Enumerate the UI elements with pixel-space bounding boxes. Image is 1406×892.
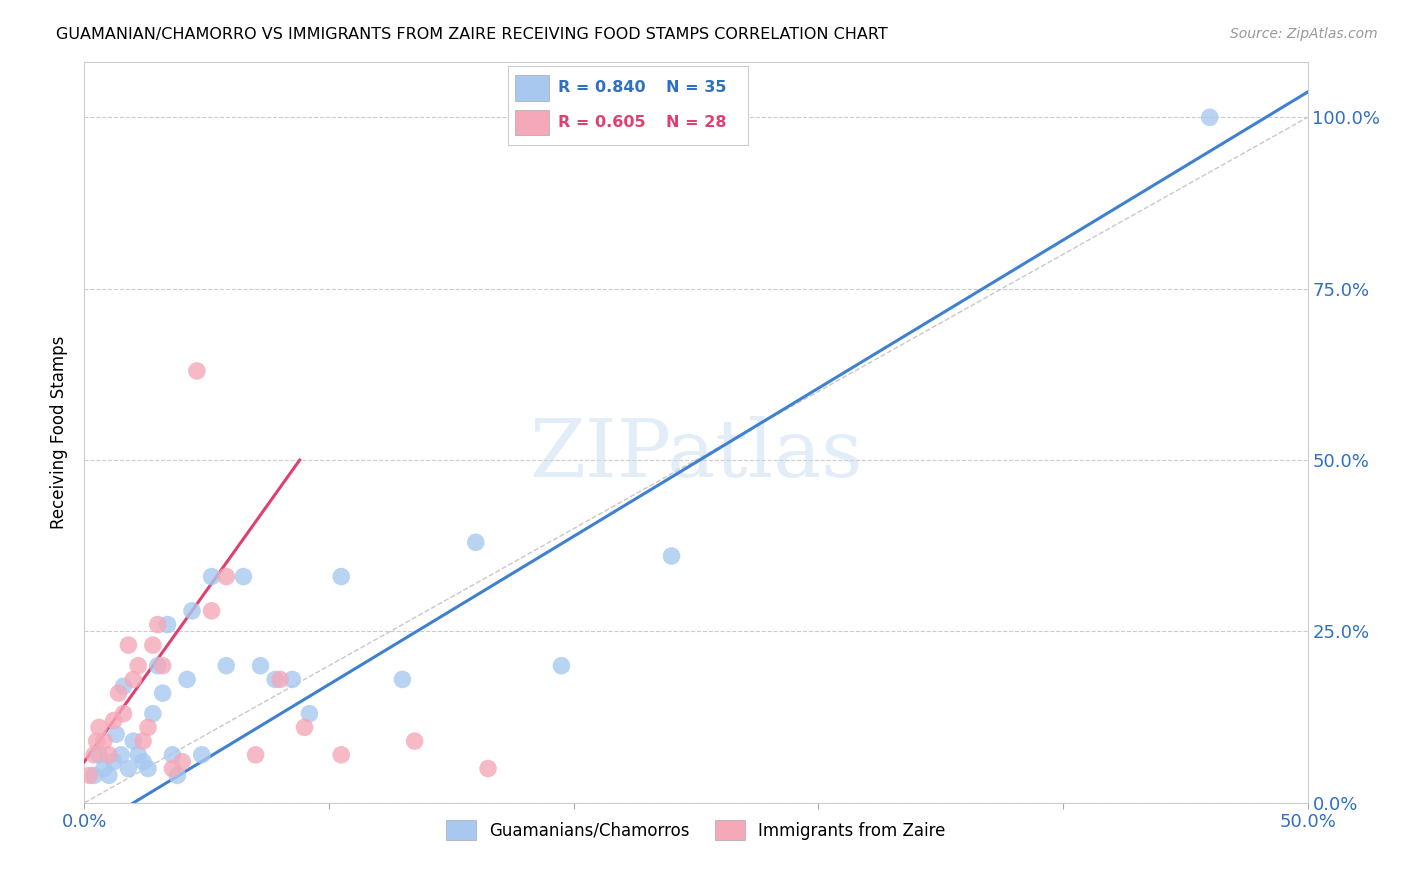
Point: [127, 747, 149, 762]
Point: [146, 658, 169, 673]
Point: [103, 755, 125, 769]
Point: [136, 720, 159, 734]
Point: [117, 762, 139, 776]
Legend: Guamanians/Chamorros, Immigrants from Zaire: Guamanians/Chamorros, Immigrants from Za…: [440, 814, 952, 847]
Point: [330, 747, 353, 762]
Point: [281, 673, 304, 687]
Point: [186, 364, 208, 378]
Point: [550, 658, 572, 673]
Point: [77, 768, 100, 782]
Text: N = 35: N = 35: [666, 80, 727, 95]
Point: [112, 679, 135, 693]
Point: [97, 768, 120, 782]
Point: [122, 673, 145, 687]
Point: [146, 617, 169, 632]
Text: Source: ZipAtlas.com: Source: ZipAtlas.com: [1230, 27, 1378, 41]
Point: [110, 747, 132, 762]
Point: [200, 604, 222, 618]
Point: [122, 734, 145, 748]
Text: R = 0.605: R = 0.605: [558, 115, 647, 130]
Point: [152, 658, 174, 673]
Point: [162, 747, 184, 762]
Point: [127, 658, 149, 673]
Point: [404, 734, 426, 748]
Text: N = 28: N = 28: [666, 115, 727, 130]
Point: [105, 727, 128, 741]
Point: [1198, 110, 1220, 124]
Point: [166, 768, 188, 782]
Text: GUAMANIAN/CHAMORRO VS IMMIGRANTS FROM ZAIRE RECEIVING FOOD STAMPS CORRELATION CH: GUAMANIAN/CHAMORRO VS IMMIGRANTS FROM ZA…: [56, 27, 889, 42]
Text: R = 0.840: R = 0.840: [558, 80, 647, 95]
Point: [156, 617, 179, 632]
Point: [86, 734, 108, 748]
Point: [464, 535, 486, 549]
Point: [97, 747, 120, 762]
Point: [298, 706, 321, 721]
Point: [152, 686, 174, 700]
Point: [181, 604, 204, 618]
Point: [477, 762, 499, 776]
Point: [142, 638, 165, 652]
Point: [249, 658, 271, 673]
Point: [232, 569, 254, 583]
Point: [269, 673, 291, 687]
Point: [107, 686, 129, 700]
Point: [162, 762, 184, 776]
Point: [172, 755, 194, 769]
Point: [330, 569, 353, 583]
Point: [93, 762, 115, 776]
Point: [391, 673, 413, 687]
Bar: [515, 75, 548, 101]
Point: [245, 747, 267, 762]
Point: [117, 638, 139, 652]
Point: [142, 706, 165, 721]
Point: [200, 569, 222, 583]
Point: [132, 755, 155, 769]
Point: [83, 747, 105, 762]
Point: [215, 658, 238, 673]
Bar: [515, 110, 548, 136]
Point: [93, 734, 115, 748]
Point: [176, 673, 198, 687]
Point: [215, 569, 238, 583]
Point: [264, 673, 287, 687]
Point: [87, 747, 110, 762]
Point: [83, 768, 105, 782]
Point: [191, 747, 214, 762]
Point: [87, 720, 110, 734]
Point: [661, 549, 683, 563]
Point: [112, 706, 135, 721]
Point: [103, 714, 125, 728]
Y-axis label: Receiving Food Stamps: Receiving Food Stamps: [51, 336, 69, 529]
Point: [294, 720, 316, 734]
Point: [132, 734, 155, 748]
Text: ZIPatlas: ZIPatlas: [529, 416, 863, 494]
Point: [136, 762, 159, 776]
